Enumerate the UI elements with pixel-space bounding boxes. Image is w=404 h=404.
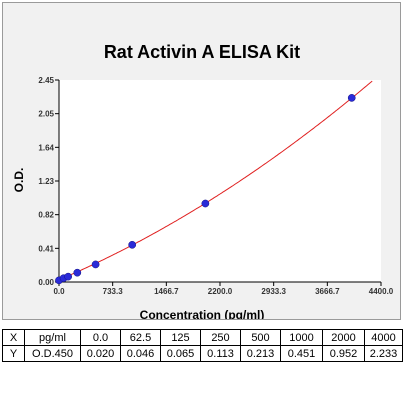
table-cell: 2000 bbox=[322, 329, 365, 346]
data-point bbox=[64, 272, 72, 281]
y-tick-label: 0.82 bbox=[38, 211, 54, 220]
table-cell: 500 bbox=[240, 329, 281, 346]
data-point bbox=[91, 260, 100, 269]
table-cell: 0.046 bbox=[120, 345, 161, 362]
y-tick-label: 1.64 bbox=[38, 143, 54, 152]
table-cell: 4000 bbox=[364, 329, 403, 346]
data-point bbox=[73, 268, 82, 277]
data-point bbox=[347, 94, 356, 102]
fit-curve bbox=[58, 80, 373, 281]
x-tick-label: 733.3 bbox=[103, 287, 124, 296]
table-cell: O.D.450 bbox=[24, 345, 81, 362]
y-tick-label: 1.23 bbox=[38, 177, 54, 186]
table-cell: 0.952 bbox=[322, 345, 365, 362]
chart-frame: Rat Activin A ELISA Kit Concentration (p… bbox=[2, 2, 401, 320]
table-row: Y O.D.450 0.020 0.046 0.065 0.113 0.213 0.451 0.… bbox=[2, 345, 403, 362]
table-cell: 1000 bbox=[280, 329, 323, 346]
x-tick-label: 3666.7 bbox=[315, 287, 340, 296]
x-tick-label: 2200.0 bbox=[208, 287, 233, 296]
table-cell: 250 bbox=[200, 329, 241, 346]
data-point bbox=[201, 199, 210, 208]
x-tick-label: 4400.0 bbox=[369, 287, 394, 296]
plot-area: 0.00 0.41 0.82 1.23 1.64 2.05 2.45 0.0 733.3 1466… bbox=[38, 76, 393, 296]
y-tick-label: 0.00 bbox=[38, 278, 54, 287]
table-cell: 0.0 bbox=[80, 329, 121, 346]
x-tick-label: 2933.3 bbox=[261, 287, 286, 296]
table-cell: 0.113 bbox=[200, 345, 241, 362]
x-tick-label: 0.0 bbox=[53, 287, 65, 296]
table-cell: 125 bbox=[160, 329, 201, 346]
table-cell: 62.5 bbox=[120, 329, 161, 346]
y-axis-label: O.D. bbox=[12, 168, 26, 193]
table-cell: 0.065 bbox=[160, 345, 201, 362]
table-cell: Y bbox=[2, 345, 25, 362]
table-cell: pg/ml bbox=[24, 329, 81, 346]
table-cell: 0.451 bbox=[280, 345, 323, 362]
data-point bbox=[128, 240, 137, 249]
y-tick-label: 2.05 bbox=[38, 110, 54, 119]
table-cell: 0.213 bbox=[240, 345, 281, 362]
table-cell: 2.233 bbox=[364, 345, 403, 362]
chart-svg: Rat Activin A ELISA Kit Concentration (p… bbox=[12, 42, 394, 319]
table-cell: X bbox=[2, 329, 25, 346]
x-tick-label: 1466.7 bbox=[154, 287, 179, 296]
y-tick-label: 0.41 bbox=[38, 244, 54, 253]
x-axis-label: Concentration (pg/ml) bbox=[140, 308, 265, 319]
plot-background bbox=[59, 80, 381, 282]
chart-title: Rat Activin A ELISA Kit bbox=[104, 42, 300, 62]
y-tick-label: 2.45 bbox=[38, 76, 54, 85]
table-cell: 0.020 bbox=[80, 345, 121, 362]
